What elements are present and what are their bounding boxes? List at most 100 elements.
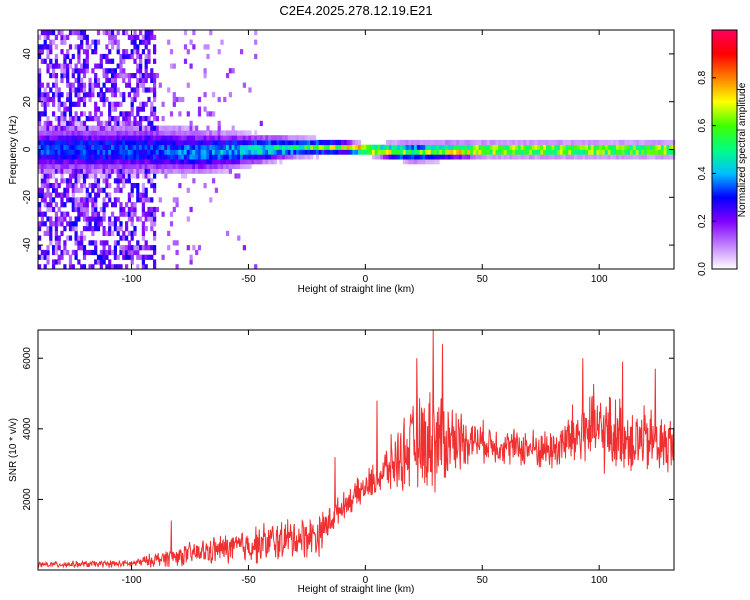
spectrogram-cell: [599, 144, 603, 150]
spectrogram-cell: [439, 144, 443, 150]
spectrogram-cell: [71, 197, 75, 203]
spectrogram-cell: [268, 144, 272, 150]
spectrogram-cell: [141, 235, 145, 241]
spectrogram-cell: [144, 159, 148, 165]
spectrogram-cell: [52, 173, 56, 179]
spectrogram-cell: [136, 63, 140, 69]
spectrogram-cell: [77, 197, 81, 203]
spectrogram-cell: [68, 111, 73, 117]
spectrogram-cell: [119, 135, 123, 141]
spectrogram-cell: [38, 245, 42, 251]
spectrogram-cell: [119, 92, 123, 98]
spectrogram-cell: [428, 139, 432, 146]
spectrogram-cell: [80, 264, 84, 270]
spectrogram-cell: [284, 149, 289, 155]
spectrogram-cell: [108, 34, 112, 40]
spectrogram-cell: [139, 106, 143, 112]
spectrogram-cell: [169, 139, 174, 146]
spectrogram-cell: [183, 139, 188, 146]
spectrogram-cell: [164, 125, 168, 131]
spectrogram-cell: [99, 163, 103, 169]
spectrogram-cell: [54, 245, 58, 251]
spectrogram-cell: [293, 144, 297, 150]
spectrogram-cell: [122, 154, 126, 160]
spectrogram-cell: [192, 163, 196, 169]
spectrogram-cell: [85, 154, 89, 160]
spectrogram-cell: [228, 163, 232, 169]
y-tick-label: 40: [22, 48, 33, 60]
spectrogram-cell: [141, 87, 145, 93]
spectrogram-cell: [242, 130, 246, 136]
spectrogram-cell: [167, 168, 171, 174]
spectrogram-cell: [49, 154, 53, 160]
spectrogram-cell: [127, 116, 131, 122]
spectrogram-cell: [442, 144, 446, 150]
spectrogram-cell: [172, 101, 176, 107]
spectrogram-cell: [472, 149, 477, 155]
spectrogram-cell: [167, 39, 171, 45]
spectrogram-cell: [46, 183, 50, 189]
spectrogram-cell: [108, 173, 112, 179]
spectrogram-cell: [66, 130, 70, 136]
spectrogram-cell: [206, 139, 210, 146]
spectrogram-cell: [96, 226, 101, 232]
spectrogram-cell: [122, 96, 126, 103]
spectrogram-cell: [102, 154, 106, 160]
spectrogram-cell: [38, 92, 42, 98]
spectrogram-cell: [82, 139, 87, 146]
spectrogram-cell: [43, 211, 47, 217]
spectrogram-cell: [192, 159, 196, 165]
spectrogram-cell: [526, 144, 530, 150]
spectrogram-cell: [43, 96, 47, 103]
spectrogram-cell: [46, 206, 50, 213]
spectrogram-cell: [43, 111, 47, 117]
spectrogram-cell: [467, 154, 471, 160]
spectrogram-cell: [77, 49, 81, 55]
spectrogram-cell: [113, 187, 117, 193]
spectrogram-cell: [119, 130, 123, 136]
spectrogram-cell: [116, 159, 120, 165]
spectrogram-cell: [186, 139, 190, 146]
spectrogram-cell: [60, 254, 64, 260]
spectrogram-cell: [540, 139, 544, 146]
spectrogram-cell: [517, 139, 521, 146]
spectrogram-cell: [147, 211, 151, 217]
spectrogram-cell: [38, 163, 42, 169]
y-tick-label: -40: [22, 237, 33, 252]
spectrogram-cell: [99, 139, 103, 146]
spectrogram-cell: [74, 254, 78, 260]
spectrogram-cell: [304, 144, 308, 150]
spectrogram-cell: [94, 168, 98, 174]
spectrogram-cell: [60, 230, 64, 236]
spectrogram-cell: [122, 163, 126, 169]
spectrogram-cell: [158, 197, 162, 203]
spectrogram-cell: [534, 139, 538, 146]
spectrogram-cell: [360, 149, 364, 155]
spectrogram-cell: [38, 264, 42, 270]
spectrogram-cell: [276, 135, 280, 141]
spectrogram-cell: [74, 139, 78, 146]
spectrogram-cell: [327, 139, 331, 146]
spectrogram-cell: [130, 235, 134, 241]
spectrogram-cell: [531, 149, 535, 155]
spectrogram-cell: [43, 120, 47, 126]
spectrogram-cell: [88, 139, 92, 146]
spectrogram-cell: [579, 154, 583, 160]
spectrogram-cell: [57, 240, 61, 246]
spectrogram-cell: [119, 101, 123, 107]
spectrogram-cell: [80, 183, 84, 189]
spectrogram-cell: [38, 206, 42, 213]
spectrogram-cell: [231, 149, 235, 155]
spectrogram-cell: [169, 211, 174, 217]
spectrogram-cell: [49, 135, 53, 141]
spectrogram-cell: [327, 144, 331, 150]
spectrogram-cell: [127, 254, 131, 260]
spectrogram-cell: [624, 149, 628, 155]
spectrogram-cell: [57, 149, 61, 155]
spectrogram-cell: [164, 168, 168, 174]
spectrogram-cell: [68, 183, 73, 189]
spectrogram-cell: [63, 240, 67, 246]
spectrogram-cell: [492, 139, 496, 146]
spectrogram-cell: [385, 149, 390, 155]
